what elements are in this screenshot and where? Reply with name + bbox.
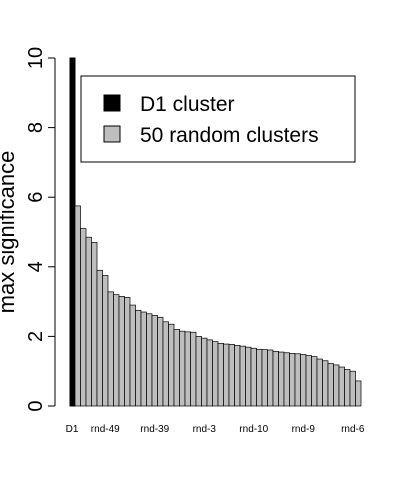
bar-random <box>129 304 136 407</box>
bar-random <box>283 352 290 407</box>
bar-random <box>217 343 224 407</box>
x-tick-label: rnd-6 <box>341 424 365 435</box>
bar-random <box>80 228 87 407</box>
bar-random <box>168 323 175 407</box>
x-tick-label: rnd-49 <box>91 424 120 435</box>
bar-random <box>327 363 334 407</box>
bar-random <box>157 316 164 407</box>
bar-random <box>173 329 180 407</box>
bar-random <box>316 358 323 407</box>
bar-random <box>96 269 103 407</box>
bar-random <box>146 313 153 407</box>
bar-random <box>294 353 301 407</box>
y-tick-label: 6 <box>25 192 47 203</box>
bar-random <box>245 346 252 407</box>
bar-random <box>151 315 158 407</box>
bar-random <box>113 294 120 407</box>
bar-random <box>124 297 131 407</box>
bar-random <box>250 347 257 407</box>
bar-random <box>289 353 296 407</box>
bar-random <box>349 370 356 407</box>
bar-random <box>272 351 279 407</box>
bar-random <box>223 343 230 407</box>
bar-random <box>85 236 92 407</box>
x-tick-labels: D1 rnd-49 rnd-39 rnd-3 rnd-10 rnd-9 rnd-6 <box>66 424 365 435</box>
bar-random <box>344 369 351 407</box>
x-tick-label: rnd-39 <box>140 424 169 435</box>
x-tick-label: rnd-3 <box>193 424 217 435</box>
bar-random <box>190 331 197 407</box>
legend-label-random: 50 random clusters <box>140 124 319 147</box>
bar-random <box>305 355 312 407</box>
y-tick-label: 2 <box>25 331 47 342</box>
bar-random <box>212 341 219 407</box>
bar-random <box>278 351 285 407</box>
y-tick-label: 10 <box>25 47 47 69</box>
legend-box <box>80 75 356 163</box>
bar-random <box>179 330 186 407</box>
bar-random <box>91 242 98 407</box>
x-tick-label: rnd-9 <box>292 424 316 435</box>
legend: D1 cluster 50 random clusters <box>80 75 356 163</box>
bar-random <box>206 339 213 407</box>
y-tick-label: 8 <box>25 122 47 133</box>
x-tick-label-d1: D1 <box>66 424 79 435</box>
y-axis: 0 2 4 6 8 10 <box>25 47 56 412</box>
legend-swatch-random <box>103 125 121 143</box>
x-tick-label: rnd-10 <box>239 424 268 435</box>
bar-random <box>195 336 202 407</box>
bar-random <box>135 309 142 407</box>
bar-random <box>261 349 268 407</box>
y-tick-label: 4 <box>25 261 47 272</box>
y-axis-label: max significance <box>0 151 19 314</box>
bar-random <box>234 345 241 407</box>
bar-random <box>300 354 307 407</box>
bar-random <box>228 344 235 407</box>
bar-random <box>107 291 114 407</box>
bar-random <box>74 205 81 407</box>
bar-random <box>355 380 362 407</box>
bar-random <box>311 356 318 407</box>
bar-random <box>239 345 246 407</box>
legend-swatch-d1 <box>103 94 121 112</box>
bar-random <box>322 360 329 407</box>
bar-random <box>338 366 345 407</box>
bar-random <box>201 337 208 407</box>
legend-label-d1: D1 cluster <box>140 93 235 116</box>
bar-random <box>162 321 169 407</box>
bar-random <box>102 275 109 407</box>
bar-random <box>140 311 147 407</box>
bar-random <box>256 348 263 407</box>
bar-random <box>184 331 191 407</box>
y-tick-label: 0 <box>25 400 47 411</box>
bar-random <box>118 296 125 407</box>
bar-random <box>333 364 340 407</box>
bar-d1 <box>69 57 76 407</box>
bar-random <box>267 349 274 407</box>
bars <box>69 57 362 407</box>
